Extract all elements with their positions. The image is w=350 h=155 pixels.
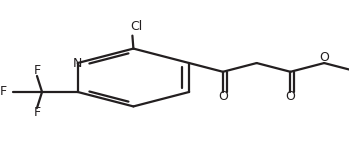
Text: O: O	[319, 51, 329, 64]
Text: O: O	[286, 90, 295, 103]
Text: F: F	[0, 85, 7, 98]
Text: F: F	[33, 64, 41, 78]
Text: N: N	[73, 57, 82, 70]
Text: F: F	[33, 106, 41, 120]
Text: Cl: Cl	[131, 20, 143, 33]
Text: O: O	[218, 90, 228, 103]
